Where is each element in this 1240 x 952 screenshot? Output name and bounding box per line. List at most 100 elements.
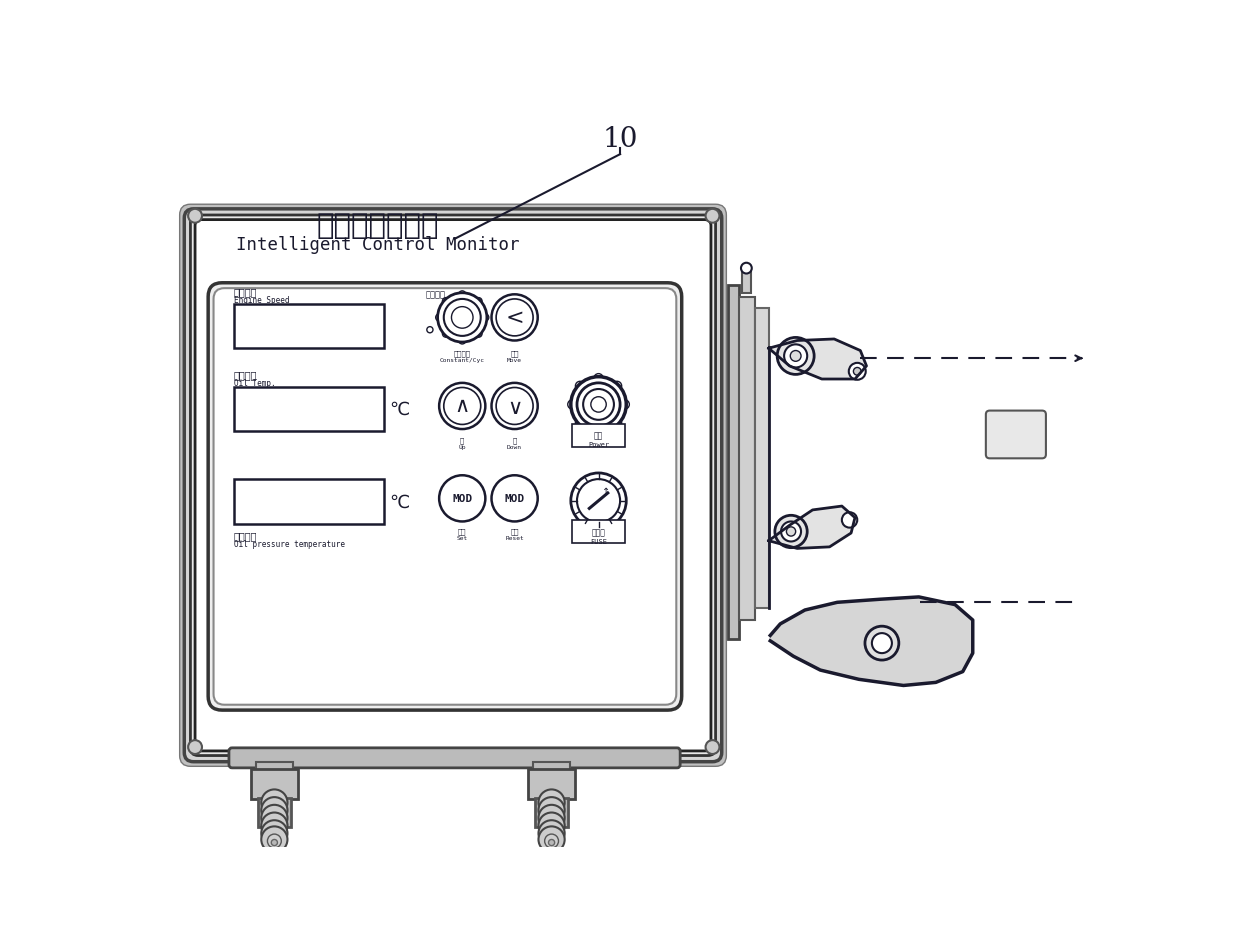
FancyBboxPatch shape bbox=[986, 411, 1045, 459]
Text: ∨: ∨ bbox=[507, 397, 522, 417]
Text: 机油压力: 机油压力 bbox=[233, 530, 257, 541]
Polygon shape bbox=[770, 597, 972, 685]
Circle shape bbox=[262, 813, 288, 839]
Bar bbox=[233, 480, 383, 525]
Text: Oil Temp.: Oil Temp. bbox=[233, 379, 275, 388]
Circle shape bbox=[262, 821, 288, 846]
Circle shape bbox=[482, 314, 489, 322]
Circle shape bbox=[439, 476, 485, 522]
FancyBboxPatch shape bbox=[180, 205, 727, 766]
Bar bbox=[755, 308, 769, 609]
Text: 启停控制: 启停控制 bbox=[454, 350, 471, 357]
Circle shape bbox=[570, 473, 626, 528]
Bar bbox=[728, 286, 739, 640]
Circle shape bbox=[496, 300, 533, 337]
FancyBboxPatch shape bbox=[208, 284, 682, 710]
Text: Engine Speed: Engine Speed bbox=[233, 296, 289, 305]
Circle shape bbox=[583, 389, 614, 421]
Text: 复位: 复位 bbox=[511, 528, 518, 535]
Circle shape bbox=[475, 298, 482, 306]
Text: 增: 增 bbox=[460, 437, 464, 444]
Circle shape bbox=[849, 364, 866, 381]
Bar bbox=[250, 769, 299, 800]
Bar bbox=[233, 387, 383, 432]
Text: 智能控制监控仪: 智能控制监控仪 bbox=[316, 211, 439, 240]
Circle shape bbox=[568, 401, 577, 409]
Circle shape bbox=[439, 384, 485, 429]
Bar bbox=[536, 798, 568, 827]
Circle shape bbox=[538, 789, 564, 816]
FancyBboxPatch shape bbox=[213, 288, 676, 705]
Bar bbox=[255, 763, 293, 770]
Text: ℃: ℃ bbox=[389, 493, 409, 511]
Text: Power: Power bbox=[588, 442, 609, 448]
Circle shape bbox=[491, 476, 538, 522]
Polygon shape bbox=[769, 506, 854, 549]
Circle shape bbox=[262, 789, 288, 816]
Bar bbox=[572, 425, 625, 447]
Bar bbox=[533, 763, 570, 770]
Circle shape bbox=[538, 805, 564, 831]
Text: 电源: 电源 bbox=[594, 431, 603, 440]
Circle shape bbox=[475, 331, 482, 338]
Circle shape bbox=[706, 741, 719, 754]
Circle shape bbox=[570, 377, 626, 433]
Circle shape bbox=[451, 307, 472, 328]
Circle shape bbox=[544, 834, 558, 848]
Circle shape bbox=[435, 314, 443, 322]
Circle shape bbox=[444, 300, 481, 337]
Text: FUSE: FUSE bbox=[590, 538, 608, 545]
Circle shape bbox=[786, 527, 796, 537]
Circle shape bbox=[538, 826, 564, 853]
Circle shape bbox=[842, 513, 857, 528]
FancyBboxPatch shape bbox=[185, 209, 722, 762]
Bar bbox=[258, 798, 290, 827]
Circle shape bbox=[538, 813, 564, 839]
Text: Set: Set bbox=[456, 536, 467, 541]
Circle shape bbox=[262, 797, 288, 823]
Circle shape bbox=[613, 382, 621, 391]
Text: Up: Up bbox=[459, 445, 466, 450]
Bar bbox=[528, 769, 575, 800]
Text: 10: 10 bbox=[603, 126, 637, 153]
Circle shape bbox=[444, 388, 481, 425]
Circle shape bbox=[262, 805, 288, 831]
Circle shape bbox=[443, 331, 449, 338]
Text: Constant/Cyc: Constant/Cyc bbox=[440, 358, 485, 363]
Circle shape bbox=[777, 338, 815, 375]
Circle shape bbox=[538, 797, 564, 823]
Text: <: < bbox=[505, 308, 525, 328]
Circle shape bbox=[872, 633, 892, 653]
Circle shape bbox=[775, 516, 807, 548]
Circle shape bbox=[781, 522, 801, 542]
Bar bbox=[572, 521, 625, 544]
Circle shape bbox=[538, 821, 564, 846]
Circle shape bbox=[790, 351, 801, 362]
Circle shape bbox=[427, 327, 433, 333]
Text: 减: 减 bbox=[512, 437, 517, 444]
Circle shape bbox=[853, 368, 861, 376]
Circle shape bbox=[742, 264, 751, 274]
Text: MOD: MOD bbox=[453, 494, 472, 504]
Circle shape bbox=[613, 419, 621, 428]
Text: 设置: 设置 bbox=[458, 528, 466, 535]
Circle shape bbox=[590, 397, 606, 412]
Circle shape bbox=[866, 626, 899, 661]
Circle shape bbox=[443, 298, 449, 306]
Text: 启停控制: 启停控制 bbox=[427, 290, 446, 300]
Circle shape bbox=[188, 741, 202, 754]
Circle shape bbox=[620, 401, 630, 409]
FancyBboxPatch shape bbox=[191, 216, 715, 756]
Circle shape bbox=[491, 295, 538, 341]
Text: Down: Down bbox=[507, 445, 522, 450]
Circle shape bbox=[577, 384, 620, 426]
Text: ∧: ∧ bbox=[455, 396, 470, 416]
Text: MOD: MOD bbox=[505, 494, 525, 504]
Circle shape bbox=[459, 338, 466, 345]
Circle shape bbox=[577, 480, 620, 523]
Text: Move: Move bbox=[507, 358, 522, 363]
Circle shape bbox=[784, 345, 807, 368]
Circle shape bbox=[496, 388, 533, 425]
Circle shape bbox=[575, 419, 584, 428]
Bar bbox=[739, 297, 755, 621]
